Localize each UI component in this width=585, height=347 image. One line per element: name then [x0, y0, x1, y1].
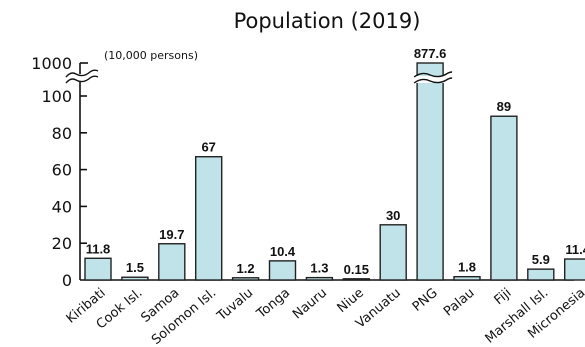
x-tick-label: Palau [441, 286, 477, 320]
y-tick-label: 60 [52, 161, 72, 180]
bar [121, 276, 149, 281]
unit-label: (10,000 persons) [104, 49, 198, 62]
bar [490, 115, 518, 281]
y-tick-label: 20 [52, 234, 72, 253]
x-tick-label: Solomon Isl. [149, 286, 219, 347]
x-tick-label: PNG [410, 286, 441, 315]
bar-break-bottom [413, 77, 453, 84]
bar [564, 258, 585, 281]
y-tick-label: 80 [52, 124, 72, 143]
data-label: 10.4 [270, 244, 296, 259]
data-label: 1.2 [237, 261, 255, 276]
bar [416, 62, 444, 281]
data-label: 1.5 [126, 260, 144, 275]
bar-break-top [413, 71, 453, 78]
bar [194, 156, 223, 281]
data-label: 19.7 [159, 227, 184, 242]
bar [231, 277, 260, 281]
bars-layer [84, 62, 585, 281]
data-label: 89 [497, 99, 511, 114]
bar-break-gap [414, 76, 447, 83]
bar [305, 276, 334, 281]
y-tick-label: 0 [62, 271, 72, 290]
y-tick-label: 100 [41, 87, 72, 106]
x-tick-label: Tonga [253, 286, 293, 323]
data-label: 1.8 [458, 260, 476, 275]
bar [158, 243, 186, 281]
data-label: 1.3 [310, 261, 328, 276]
data-label: 30 [386, 208, 400, 223]
y-axis-break-top [65, 69, 99, 78]
x-tick-label: Fiji [492, 286, 515, 309]
data-label: 0.15 [344, 262, 369, 277]
data-label: 11.4 [565, 242, 585, 257]
data-label: 877.6 [414, 46, 447, 61]
bar [527, 268, 555, 281]
chart-title: Population (2019) [234, 9, 421, 33]
y-tick-label-top: 1000 [31, 54, 72, 73]
bar [453, 275, 481, 281]
data-label: 5.9 [532, 252, 550, 267]
data-label: 11.8 [86, 241, 111, 256]
x-tick-label: Nauru [290, 286, 330, 323]
axis-layer: 1000 0 20 40 60 80 100 [31, 54, 574, 290]
data-label: 67 [201, 140, 215, 155]
bar [84, 257, 112, 281]
bar [268, 260, 297, 281]
y-axis-break-bottom [65, 75, 99, 84]
x-tick-label: Tuvalu [214, 286, 256, 325]
y-tick-label: 40 [52, 197, 72, 216]
bar [342, 278, 370, 281]
bar [379, 224, 407, 281]
